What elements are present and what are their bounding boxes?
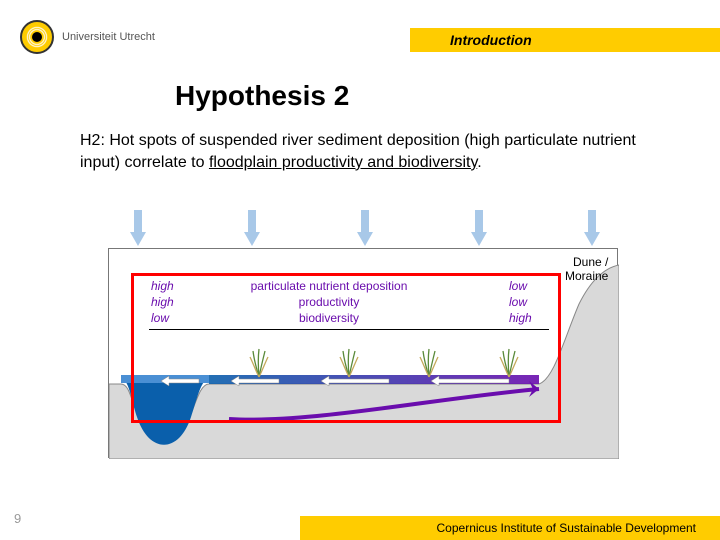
hypothesis-text: H2: Hot spots of suspended river sedimen…	[80, 130, 660, 173]
logo-area: Universiteit Utrecht	[20, 20, 155, 54]
highlight-box	[131, 273, 561, 423]
dune-label: Dune / Moraine	[565, 255, 608, 283]
footer-bar: Copernicus Institute of Sustainable Deve…	[300, 516, 720, 540]
arrow-down-icon	[471, 210, 487, 246]
section-tab: Introduction	[410, 28, 720, 52]
arrow-down-icon	[357, 210, 373, 246]
arrow-down-icon	[130, 210, 146, 246]
arrows-row	[130, 210, 600, 246]
slide-title: Hypothesis 2	[175, 80, 349, 112]
arrow-down-icon	[584, 210, 600, 246]
cross-section-diagram: high high low particulate nutrient depos…	[108, 248, 618, 458]
section-tab-label: Introduction	[450, 32, 532, 48]
footer-text: Copernicus Institute of Sustainable Deve…	[437, 521, 696, 535]
university-logo-icon	[20, 20, 54, 54]
university-name: Universiteit Utrecht	[62, 31, 155, 43]
hypothesis-underlined: floodplain productivity and biodiversity	[209, 154, 477, 171]
slide-number: 9	[14, 511, 21, 526]
arrow-down-icon	[244, 210, 260, 246]
hypothesis-suffix: .	[477, 154, 481, 171]
